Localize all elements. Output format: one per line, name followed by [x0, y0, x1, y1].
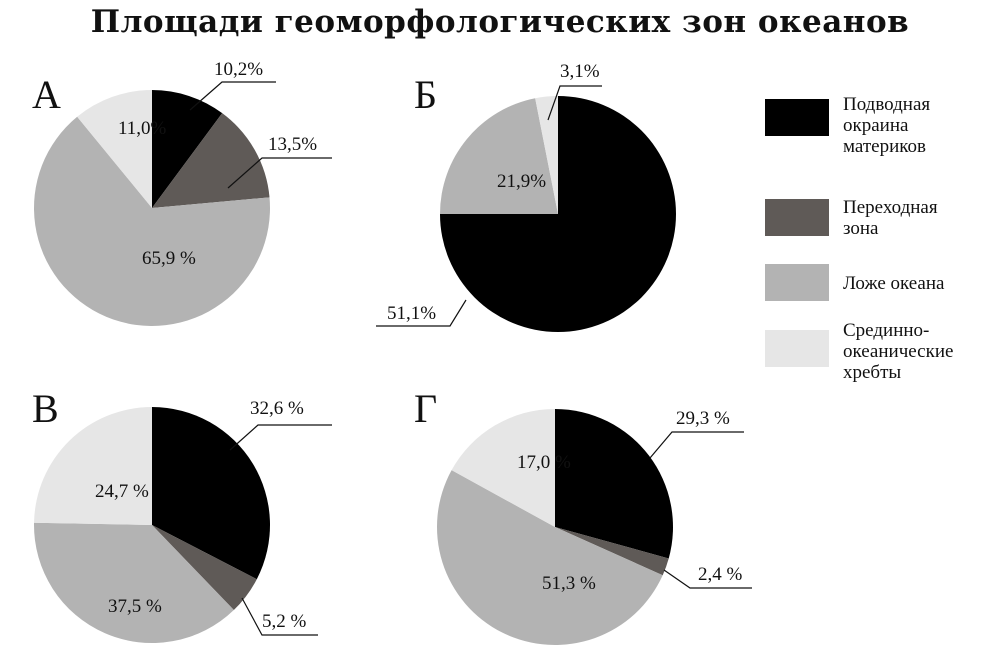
slice-label: 2,4 % — [698, 564, 743, 585]
slice-label: 32,6 % — [250, 398, 304, 419]
slice-label: 51,1% — [387, 303, 436, 324]
pie-slice — [34, 116, 271, 326]
pie-slice — [555, 409, 673, 559]
chart-letter: Г — [414, 386, 437, 431]
slice-label: 5,2 % — [262, 611, 307, 632]
leader-line — [547, 85, 602, 121]
pie-slice — [77, 90, 152, 208]
pie-slice — [152, 525, 257, 610]
slice-label: 11,0% — [118, 118, 167, 139]
pie-slice — [152, 113, 270, 208]
pie-slice — [437, 470, 663, 646]
leader-line — [241, 597, 318, 636]
pie-slice — [34, 407, 152, 525]
legend-label: Переходная зона — [843, 197, 938, 239]
chart-title: Площади геоморфологических зон океанов — [90, 4, 910, 40]
leader-line — [189, 81, 276, 111]
pie-slice — [451, 409, 555, 527]
legend-swatch — [765, 199, 829, 236]
leader-line — [227, 157, 332, 189]
slice-label: 3,1% — [560, 61, 600, 82]
pie-slice — [440, 98, 558, 214]
chart-letter: Б — [414, 72, 437, 117]
slice-label: 21,9% — [497, 171, 546, 192]
pie-slice — [535, 96, 558, 214]
leader-line — [649, 431, 744, 459]
legend-swatch — [765, 264, 829, 301]
chart-letter: В — [32, 386, 59, 431]
slice-label: 24,7 % — [95, 481, 149, 502]
legend-swatch — [765, 99, 829, 136]
legend-label: Срединно-океанические хребты — [843, 320, 953, 383]
leader-line — [376, 299, 467, 327]
slice-label: 37,5 % — [108, 596, 162, 617]
legend-label: Подводная окраина материков — [843, 94, 930, 157]
legend-label: Ложе океана — [843, 273, 945, 294]
slice-label: 17,0 % — [517, 452, 571, 473]
leader-line — [229, 424, 332, 451]
slice-label: 13,5% — [268, 134, 317, 155]
pie-slice — [555, 527, 669, 576]
leader-line — [663, 569, 752, 589]
slice-label: 29,3 % — [676, 408, 730, 429]
pie-slice — [152, 90, 223, 208]
slice-label: 65,9 % — [142, 248, 196, 269]
pie-slice — [152, 407, 270, 580]
legend-swatch — [765, 330, 829, 367]
pie-slice — [33, 522, 234, 644]
slice-label: 10,2% — [214, 59, 263, 80]
chart-letter: А — [32, 72, 61, 117]
slice-label: 51,3 % — [542, 573, 596, 594]
